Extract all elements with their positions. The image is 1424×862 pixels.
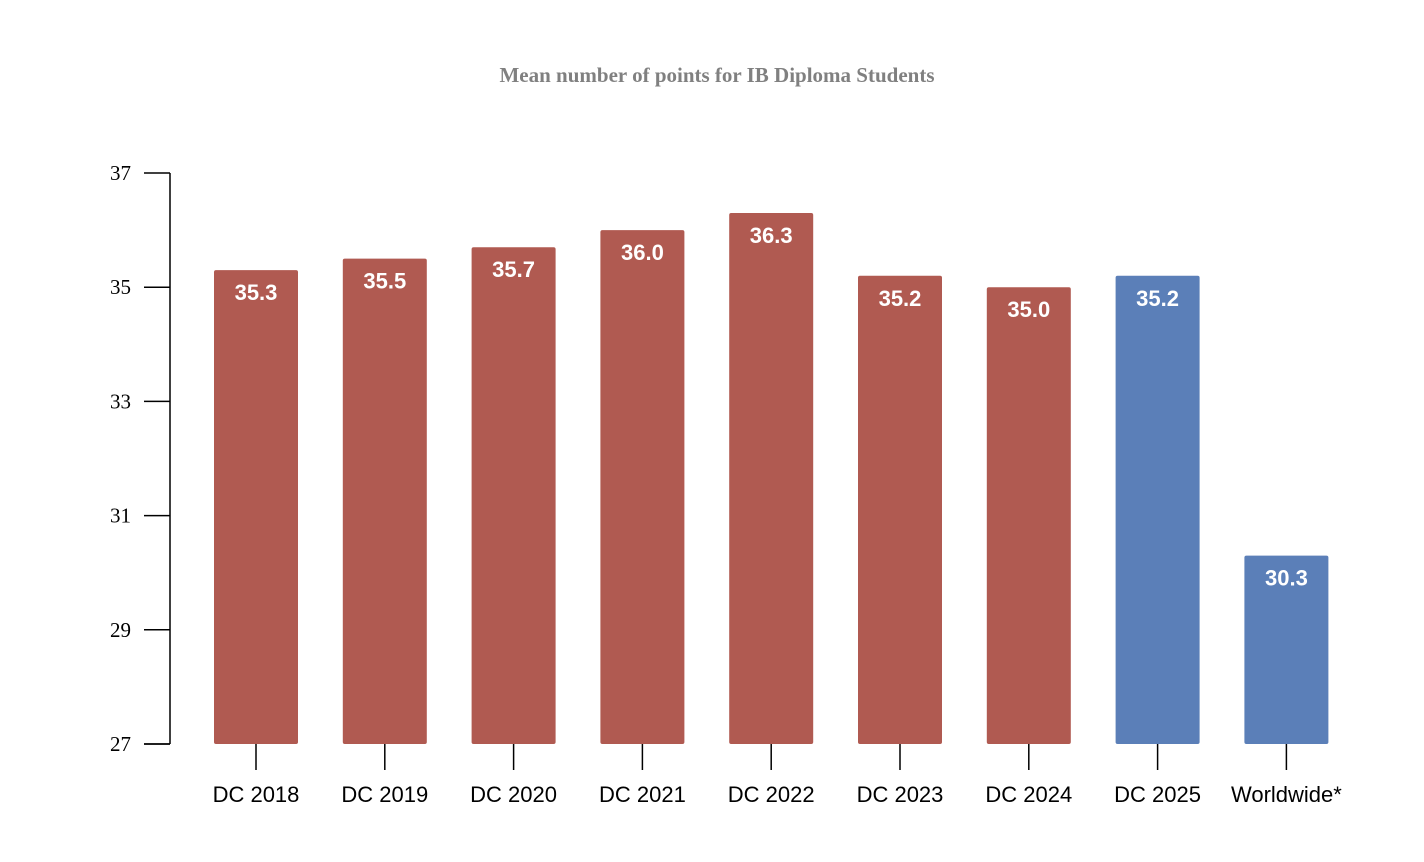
x-tick-label: DC 2018 (213, 782, 300, 807)
x-tick-label: DC 2023 (857, 782, 944, 807)
x-tick-label: DC 2024 (985, 782, 1072, 807)
bars: 35.3 35.5 35.7 36.0 36.3 35.2 35.0 35.2 30.3 (214, 212, 1329, 745)
bar (986, 287, 1071, 744)
bar (858, 275, 942, 744)
bar (1244, 555, 1329, 744)
data-label: 35.2 (879, 286, 922, 311)
x-tick-label: DC 2025 (1114, 782, 1201, 807)
data-label: 35.3 (235, 280, 278, 305)
chart-title: Mean number of points for IB Diploma Stu… (499, 63, 934, 87)
x-tick-label: DC 2021 (599, 782, 686, 807)
x-tick-label: DC 2019 (341, 782, 428, 807)
data-label: 36.3 (750, 223, 793, 248)
y-tick-label: 29 (110, 618, 131, 642)
y-tick-label: 37 (110, 161, 131, 185)
data-label: 35.0 (1007, 297, 1050, 322)
data-label: 35.7 (492, 257, 535, 282)
data-label: 35.2 (1136, 286, 1179, 311)
bar (600, 230, 685, 745)
bar (342, 258, 427, 744)
x-tick-label: DC 2020 (470, 782, 557, 807)
y-tick-label: 27 (110, 732, 131, 756)
x-tick-label: DC 2022 (728, 782, 815, 807)
data-label: 36.0 (621, 240, 664, 265)
bar (214, 270, 298, 744)
bar (1115, 275, 1200, 744)
data-label: 35.5 (363, 269, 406, 294)
y-axis: 27 29 31 33 35 37 (110, 161, 171, 756)
bar (471, 247, 556, 745)
y-tick-label: 33 (110, 389, 131, 413)
bar (729, 212, 814, 745)
x-axis: DC 2018 DC 2019 DC 2020 DC 2021 DC 2022 DC 20… (144, 743, 1342, 807)
y-tick-label: 31 (110, 504, 131, 528)
data-label: 30.3 (1265, 566, 1308, 591)
x-tick-label: Worldwide* (1231, 782, 1342, 807)
y-tick-label: 35 (110, 275, 131, 299)
